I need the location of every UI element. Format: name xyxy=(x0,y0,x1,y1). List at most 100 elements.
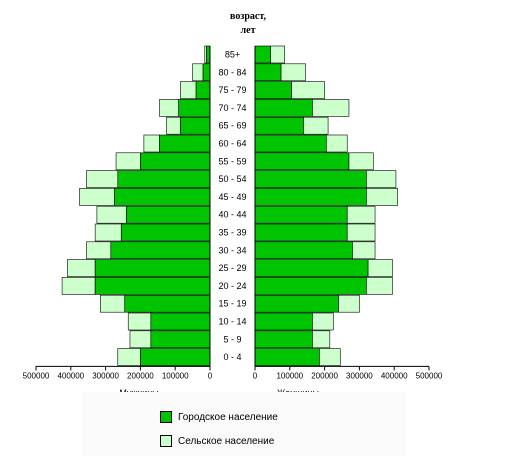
age-group-label: 60 - 64 xyxy=(218,139,246,149)
bar-women-rural xyxy=(346,205,376,224)
x-tick-label-men: 400000 xyxy=(57,371,84,380)
legend-label-urban: Городское население xyxy=(178,411,278,423)
legend-swatch-rural xyxy=(160,435,172,447)
bar-men-rural xyxy=(94,223,122,242)
bar-men-rural xyxy=(115,152,141,171)
age-group-label: 55 - 59 xyxy=(218,156,246,166)
chart-title-line-1: возраст, xyxy=(230,11,267,22)
legend-item-urban: Городское население xyxy=(160,411,278,423)
age-group-label: 65 - 69 xyxy=(218,121,246,131)
age-group-label: 75 - 79 xyxy=(218,85,246,95)
bar-men-urban xyxy=(126,205,211,224)
bar-women-urban xyxy=(254,81,292,99)
axes-group: 500000 400000 300000 200000 100000 0 0 100000 20… xyxy=(23,46,443,380)
bar-men-rural xyxy=(180,81,197,99)
bar-men-urban xyxy=(110,241,211,260)
chart-title-line-2: лет xyxy=(241,25,256,36)
bar-women-urban xyxy=(254,170,367,188)
x-tick-label-men: 0 xyxy=(208,371,213,380)
bar-men-urban xyxy=(114,188,211,206)
bar-men-urban xyxy=(120,223,211,242)
bar-women-urban xyxy=(254,45,271,64)
age-group-label: 35 - 39 xyxy=(218,228,246,238)
age-group-label: 50 - 54 xyxy=(218,174,246,184)
bar-women-rural xyxy=(312,312,334,331)
bar-women-urban xyxy=(254,116,305,135)
age-group-label: 70 - 74 xyxy=(218,103,246,113)
bar-men-urban xyxy=(140,348,211,366)
bar-women-rural xyxy=(366,277,393,295)
legend-swatch-urban xyxy=(160,411,172,423)
bar-men-rural xyxy=(166,116,181,135)
age-group-label: 85+ xyxy=(225,50,240,60)
age-group-label: 0 - 4 xyxy=(223,352,241,362)
age-group-label: 30 - 34 xyxy=(218,245,246,255)
bar-women-rural xyxy=(319,348,341,366)
bar-women-urban xyxy=(254,241,353,260)
x-tick-label-men: 100000 xyxy=(162,371,189,380)
x-tick-label-women: 500000 xyxy=(416,371,443,380)
legend-label-rural: Сельское население xyxy=(178,435,275,447)
bar-men-rural xyxy=(143,134,160,153)
x-tick-label-women: 100000 xyxy=(276,371,303,380)
x-tick-label-women: 300000 xyxy=(346,371,373,380)
bar-women-urban xyxy=(254,188,367,206)
bar-women-urban xyxy=(254,223,348,242)
bar-men-urban xyxy=(117,170,211,188)
bar-women-urban xyxy=(254,152,350,171)
x-tick-label-women: 0 xyxy=(253,371,258,380)
age-group-label: 10 - 14 xyxy=(218,317,246,327)
bar-men-urban xyxy=(150,312,211,331)
x-tick-label-men: 200000 xyxy=(127,371,154,380)
age-group-label: 20 - 24 xyxy=(218,281,246,291)
age-group-label: 80 - 84 xyxy=(218,67,246,77)
bar-women-urban xyxy=(254,259,369,277)
age-group-label: 15 - 19 xyxy=(218,299,246,309)
bar-women-rural xyxy=(366,170,397,188)
bar-women-urban xyxy=(254,312,313,331)
bar-women-urban xyxy=(254,330,313,349)
bar-women-urban xyxy=(254,294,339,313)
bar-men-rural xyxy=(79,188,115,206)
age-labels-group: 85+ 80 - 84 75 - 79 70 - 74 65 - 69 60 - 64 55… xyxy=(218,50,246,363)
bar-women-rural xyxy=(366,188,398,206)
age-group-label: 40 - 44 xyxy=(218,210,246,220)
bar-men-rural xyxy=(86,170,119,188)
legend: Городское население Сельское население xyxy=(82,392,406,456)
bar-women-rural xyxy=(346,223,376,242)
bar-men-urban xyxy=(180,116,211,135)
x-tick-label-women: 200000 xyxy=(311,371,338,380)
bar-men-urban xyxy=(94,277,211,295)
bar-men-urban xyxy=(159,134,211,153)
bar-women-rural xyxy=(280,63,306,82)
bar-men-urban xyxy=(206,45,211,64)
age-group-label: 45 - 49 xyxy=(218,192,246,202)
bars-group xyxy=(61,45,398,366)
bar-men-rural xyxy=(127,312,152,331)
bar-women-rural xyxy=(291,81,325,99)
bar-men-rural xyxy=(61,277,96,295)
bar-men-urban xyxy=(124,294,211,313)
age-group-label: 25 - 29 xyxy=(218,263,246,273)
bar-women-rural xyxy=(352,241,376,260)
bar-men-urban xyxy=(195,81,211,99)
bar-women-rural xyxy=(326,134,348,153)
bar-women-rural xyxy=(367,259,393,277)
bar-women-rural xyxy=(312,99,350,117)
bar-women-urban xyxy=(254,205,348,224)
bar-men-urban xyxy=(202,63,211,82)
bar-women-rural xyxy=(348,152,374,171)
x-tick-label-men: 500000 xyxy=(23,371,50,380)
x-tick-label-women: 400000 xyxy=(381,371,408,380)
bar-women-rural xyxy=(338,294,360,313)
bar-men-rural xyxy=(86,241,112,260)
bar-women-rural xyxy=(303,116,329,135)
bar-women-urban xyxy=(254,134,327,153)
bar-women-rural xyxy=(270,45,285,64)
bar-men-rural xyxy=(129,330,152,349)
bar-men-rural xyxy=(159,99,179,117)
age-group-label: 5 - 9 xyxy=(223,334,241,344)
bar-men-rural xyxy=(96,205,127,224)
bar-men-rural xyxy=(100,294,126,313)
